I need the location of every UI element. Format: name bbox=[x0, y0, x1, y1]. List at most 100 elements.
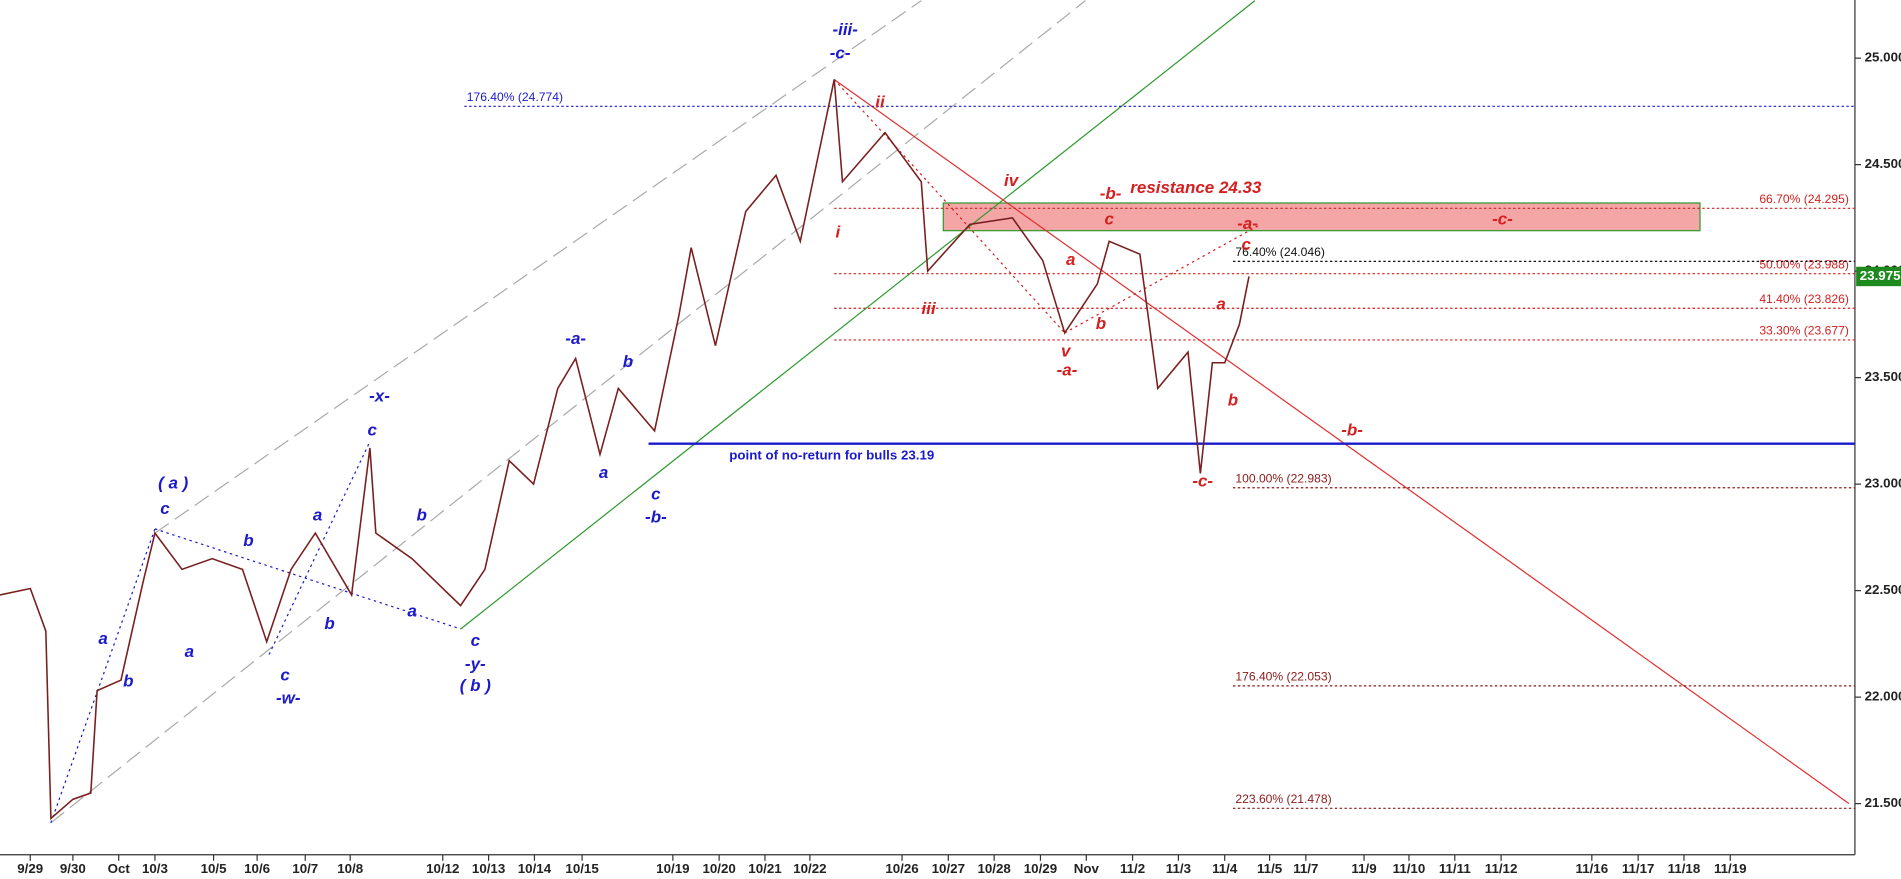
fib-label: 33.30% (23.677) bbox=[1759, 324, 1849, 338]
x-tick-label: Oct bbox=[108, 861, 131, 876]
x-tick-label: 10/21 bbox=[748, 861, 782, 876]
wave-label: -b- bbox=[645, 508, 667, 527]
x-tick-label: 11/7 bbox=[1293, 861, 1318, 876]
x-tick-label: 10/15 bbox=[565, 861, 599, 876]
wave-label: a bbox=[599, 463, 608, 482]
x-tick-label: 10/3 bbox=[142, 861, 168, 876]
x-tick-label: 10/29 bbox=[1024, 861, 1057, 876]
y-tick-label: 21.500 bbox=[1865, 795, 1901, 810]
wave-label: c bbox=[1104, 210, 1114, 229]
wave-label: b bbox=[1228, 391, 1238, 410]
wave-label: -c- bbox=[830, 43, 851, 62]
fib-label: 223.60% (21.478) bbox=[1235, 792, 1331, 806]
wave-label: a bbox=[1216, 295, 1225, 314]
wave-label: -w- bbox=[276, 689, 301, 708]
x-tick-label: 9/30 bbox=[60, 861, 86, 876]
y-tick-label: 23.000 bbox=[1865, 476, 1901, 491]
x-tick-label: 10/7 bbox=[292, 861, 318, 876]
wave-label: c bbox=[651, 484, 661, 503]
wave-label: c bbox=[160, 499, 170, 518]
wave-label: i bbox=[835, 222, 840, 241]
wave-label: c bbox=[1242, 235, 1252, 254]
wave-label: a bbox=[313, 506, 322, 525]
fib-label: 50.00% (23.988) bbox=[1759, 257, 1849, 271]
y-tick-label: 25.000 bbox=[1865, 50, 1901, 65]
wave-label: c bbox=[471, 631, 481, 650]
last-price-label: 23.975 bbox=[1860, 268, 1901, 283]
last-price-tag bbox=[1856, 266, 1901, 287]
x-tick-label: 11/11 bbox=[1439, 861, 1471, 876]
wave-label: ii bbox=[875, 92, 885, 111]
wave-label: a bbox=[1066, 250, 1075, 269]
x-tick-label: 11/4 bbox=[1212, 861, 1238, 876]
fib-label: 176.40% (24.774) bbox=[467, 90, 563, 104]
wave-label: a bbox=[185, 642, 194, 661]
trendline bbox=[833, 79, 929, 183]
support-label: point of no-return for bulls 23.19 bbox=[729, 447, 934, 462]
y-tick-label: 23.500 bbox=[1865, 369, 1901, 384]
wave-label: b bbox=[324, 614, 334, 633]
x-tick-label: 10/22 bbox=[793, 861, 826, 876]
x-tick-label: 11/19 bbox=[1714, 861, 1747, 876]
wave-label: iii bbox=[922, 299, 936, 318]
zone-label: resistance 24.33 bbox=[1130, 178, 1262, 197]
wave-label: -iii- bbox=[832, 20, 858, 39]
resistance-zone bbox=[942, 202, 1701, 232]
trendline bbox=[927, 181, 1066, 334]
wave-label: -a- bbox=[565, 329, 586, 348]
wave-label: c bbox=[367, 420, 377, 439]
x-tick-label: 10/14 bbox=[518, 861, 552, 876]
fib-label: 100.00% (22.983) bbox=[1235, 471, 1331, 485]
x-tick-label: 11/10 bbox=[1393, 861, 1426, 876]
wave-label: -y- bbox=[465, 655, 486, 674]
trendline bbox=[154, 0, 922, 534]
fib-label: 76.40% (24.046) bbox=[1235, 245, 1325, 259]
trendline bbox=[460, 0, 1256, 630]
trendline bbox=[268, 441, 371, 655]
wave-label: b bbox=[416, 506, 426, 525]
x-tick-label: 10/26 bbox=[885, 861, 918, 876]
x-tick-label: Nov bbox=[1074, 861, 1100, 876]
wave-label: -a- bbox=[1237, 214, 1258, 233]
trendline bbox=[50, 0, 1086, 824]
y-tick-label: 22.000 bbox=[1865, 689, 1901, 704]
wave-label: v bbox=[1061, 342, 1072, 361]
wave-label: ( b ) bbox=[460, 676, 491, 695]
x-tick-label: 10/12 bbox=[426, 861, 459, 876]
x-tick-label: 11/3 bbox=[1166, 861, 1191, 876]
fib-label: 66.70% (24.295) bbox=[1759, 192, 1849, 206]
x-tick-label: 11/2 bbox=[1120, 861, 1145, 876]
x-tick-label: 10/27 bbox=[932, 861, 965, 876]
x-tick-label: 9/29 bbox=[17, 861, 43, 876]
wave-label: -c- bbox=[1192, 471, 1213, 490]
x-tick-label: 10/19 bbox=[656, 861, 689, 876]
wave-label: b bbox=[623, 352, 633, 371]
wave-label: iv bbox=[1004, 171, 1020, 190]
trendline bbox=[154, 528, 461, 630]
x-tick-label: 11/5 bbox=[1257, 861, 1283, 876]
x-tick-label: 11/18 bbox=[1668, 861, 1701, 876]
fib-label: 41.40% (23.826) bbox=[1759, 292, 1849, 306]
wave-label: -b- bbox=[1341, 420, 1363, 439]
wave-label: a bbox=[407, 601, 416, 620]
x-tick-label: 11/17 bbox=[1622, 861, 1655, 876]
wave-label: a bbox=[98, 629, 107, 648]
x-tick-label: 11/16 bbox=[1576, 861, 1609, 876]
wave-label: -x- bbox=[369, 386, 390, 405]
wave-label: b bbox=[1096, 314, 1106, 333]
x-tick-label: 10/8 bbox=[337, 861, 363, 876]
price-line bbox=[0, 79, 1250, 821]
y-tick-label: 24.500 bbox=[1865, 156, 1901, 171]
wave-label: -a- bbox=[1057, 361, 1078, 380]
wave-label: b bbox=[123, 672, 133, 691]
wave-label: b bbox=[243, 531, 253, 550]
x-tick-label: 10/13 bbox=[472, 861, 505, 876]
trendline bbox=[833, 78, 1850, 805]
x-tick-label: 11/12 bbox=[1485, 861, 1518, 876]
fib-label: 176.40% (22.053) bbox=[1235, 670, 1331, 684]
x-tick-label: 10/6 bbox=[244, 861, 270, 876]
wave-label: ( a ) bbox=[158, 474, 189, 493]
y-tick-label: 22.500 bbox=[1865, 582, 1901, 597]
